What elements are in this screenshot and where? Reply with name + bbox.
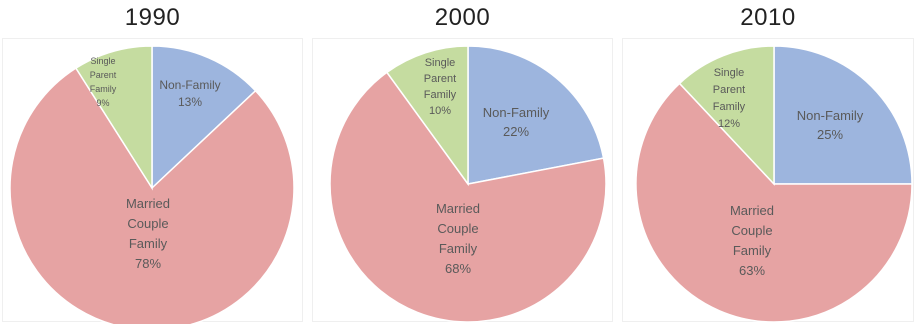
pie-svg: Non-Family 13% Married Couple Family 78% Singl…: [9, 45, 295, 324]
slice-label-non-family: Non-Family 25%: [797, 108, 864, 142]
slice-label-line: Single: [425, 57, 456, 69]
slice-label-line: Parent: [424, 73, 456, 85]
slice-label-line: 63%: [739, 263, 765, 278]
pie-slice-single-parent-family: [74, 45, 153, 191]
slice-label-line: Single: [714, 67, 745, 79]
slice-label-line: Non-Family: [159, 78, 220, 92]
slice-label-line: Family: [439, 241, 478, 256]
slice-label-line: 12%: [718, 118, 740, 130]
slice-label-line: Married: [730, 203, 774, 218]
slice-label-line: Family: [129, 236, 168, 251]
pie-svg: Non-Family 22% Married Couple Family 68% Singl…: [329, 45, 607, 323]
slice-label-line: 9%: [96, 98, 109, 108]
slice-label-line: Parent: [90, 70, 117, 80]
slice-label-line: Non-Family: [797, 108, 864, 123]
slice-label-single-parent-family: Single Parent Family 10%: [424, 57, 457, 117]
slice-label-line: Family: [90, 84, 117, 94]
slice-label-line: Parent: [713, 84, 745, 96]
slice-label-line: 10%: [429, 105, 451, 117]
pie-chart-2010: 2010 Non-Family 25% Married Couple Family 63%…: [620, 0, 916, 324]
slice-label-line: Couple: [437, 221, 478, 236]
slice-label-non-family: Non-Family 22%: [483, 105, 550, 139]
pie-chart-2000: 2000 Non-Family 22% Married Couple Family 68%…: [310, 0, 615, 324]
slice-label-line: Family: [733, 243, 772, 258]
pie-slice-non-family: [151, 45, 257, 190]
slice-label-line: Family: [424, 89, 457, 101]
pie-slice-married-couple-family: [635, 82, 913, 323]
pie-slice-married-couple-family: [329, 71, 607, 323]
slice-label-line: Married: [436, 201, 480, 216]
pie-slice-married-couple-family: [9, 67, 295, 324]
pie-slice-non-family: [773, 45, 913, 185]
slice-label-single-parent-family: Single Parent Family 9%: [90, 56, 117, 108]
slice-label-line: Non-Family: [483, 105, 550, 120]
chart-title: 1990: [124, 4, 181, 31]
slice-label-line: Single: [90, 56, 115, 66]
slice-label-married-couple-family: Married Couple Family 68%: [436, 201, 480, 276]
pie-chart-1990: 1990 Non-Family 13% Married Couple Family 78%…: [0, 0, 305, 324]
slice-label-line: Couple: [731, 223, 772, 238]
slice-label-line: 78%: [135, 256, 161, 271]
slice-label-line: 25%: [817, 127, 843, 142]
pie-slice-single-parent-family: [678, 45, 775, 186]
chart-title: 2000: [434, 4, 491, 31]
slice-label-line: Family: [713, 101, 746, 113]
pie-svg: Non-Family 25% Married Couple Family 63% Singl…: [635, 45, 913, 323]
slice-label-non-family: Non-Family 13%: [159, 78, 220, 109]
slice-label-married-couple-family: Married Couple Family 78%: [126, 196, 170, 271]
slice-label-line: Couple: [127, 216, 168, 231]
pie-slice-single-parent-family: [385, 45, 469, 187]
slice-label-line: 68%: [445, 261, 471, 276]
slice-label-single-parent-family: Single Parent Family 12%: [713, 67, 746, 130]
slice-label-married-couple-family: Married Couple Family 63%: [730, 203, 774, 278]
slice-label-line: 13%: [178, 95, 202, 109]
slice-label-line: Married: [126, 196, 170, 211]
chart-title: 2010: [740, 4, 796, 31]
slice-label-line: 22%: [503, 124, 529, 139]
pie-slice-non-family: [467, 45, 605, 185]
